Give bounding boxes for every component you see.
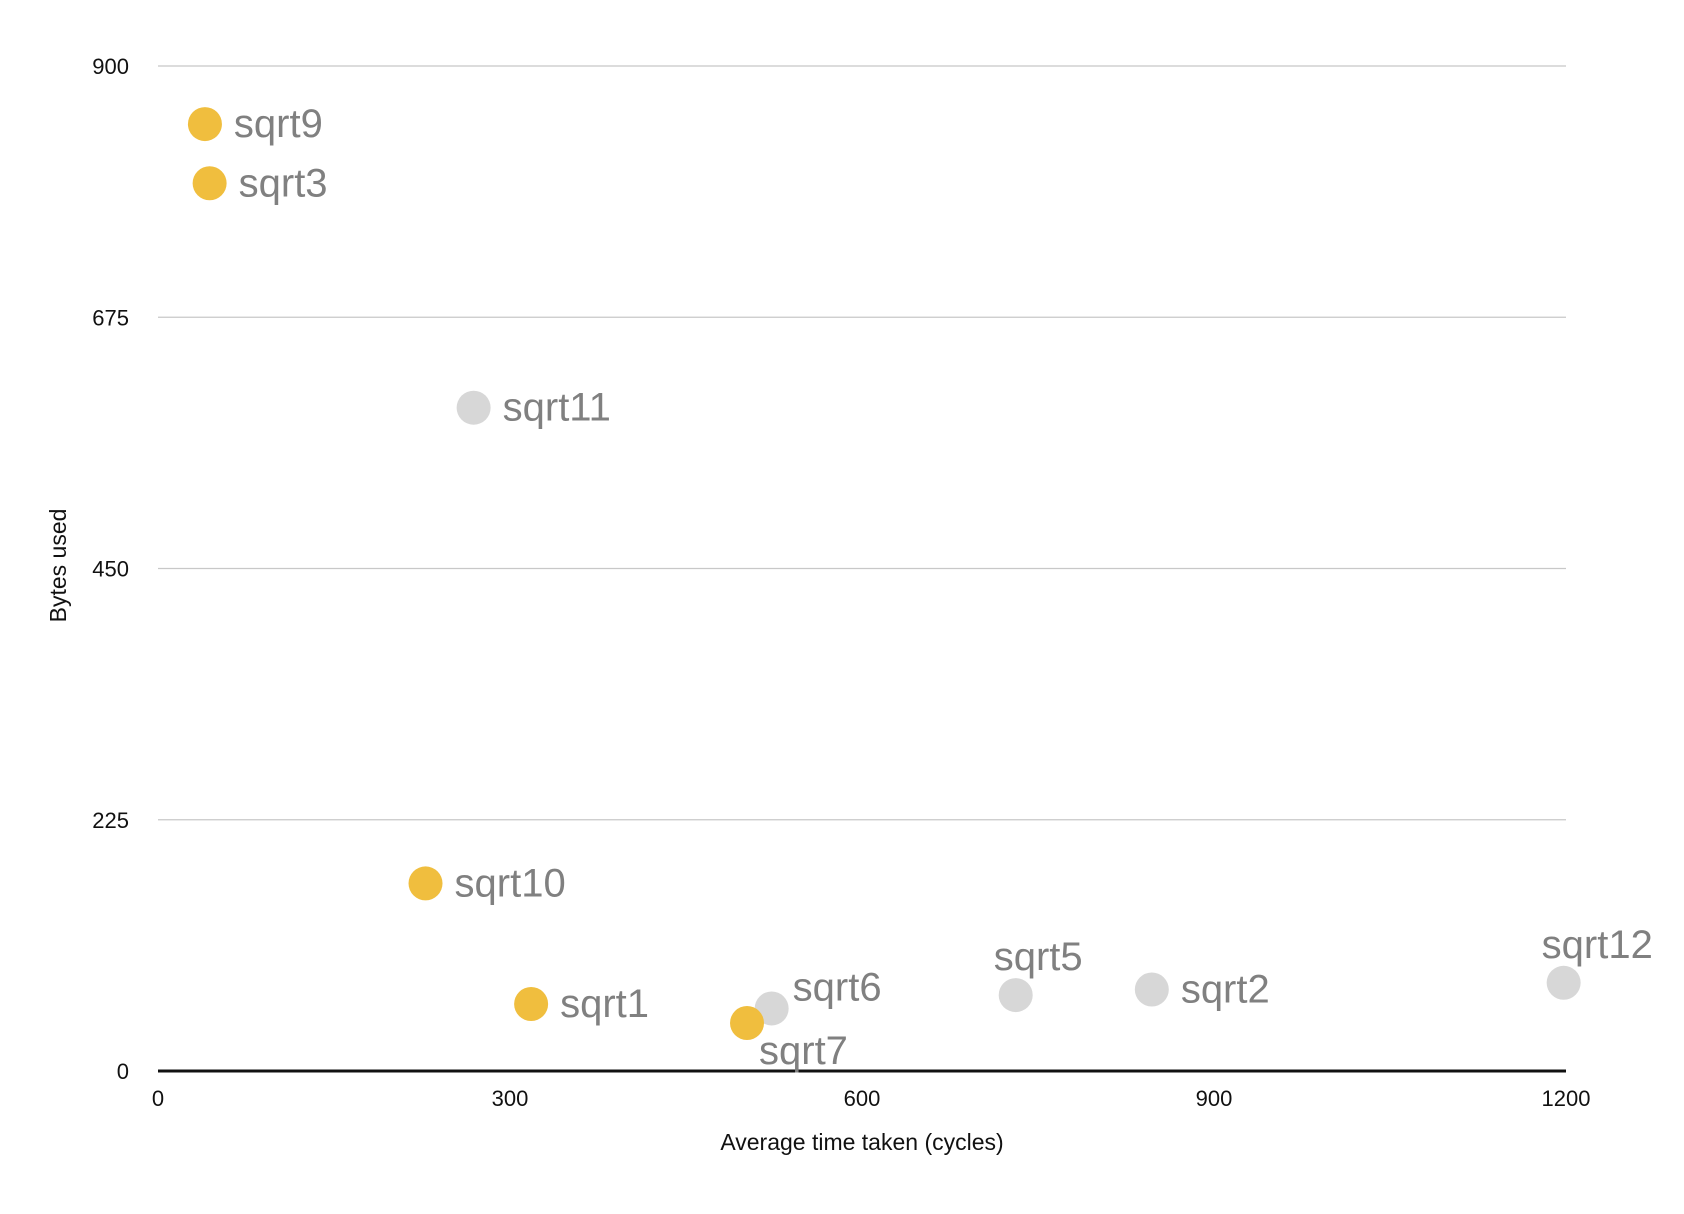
point-label-sqrt5: sqrt5 (994, 935, 1083, 979)
x-tick-label: 1200 (1542, 1086, 1591, 1111)
x-tick-label: 600 (844, 1086, 881, 1111)
point-label-sqrt7: sqrt7 (759, 1029, 848, 1073)
point-label-sqrt11: sqrt11 (503, 386, 611, 430)
data-point-sqrt9 (187, 107, 222, 142)
data-point-sqrt5 (998, 978, 1033, 1013)
point-label-sqrt3: sqrt3 (239, 161, 328, 205)
point-label-sqrt2: sqrt2 (1181, 967, 1270, 1011)
x-tick-label: 0 (152, 1086, 164, 1111)
point-label-sqrt12: sqrt12 (1542, 923, 1653, 967)
data-point-sqrt10 (408, 866, 443, 901)
axes: 0 225 450 675 900 0 300 600 900 1200 (92, 54, 1590, 1111)
y-tick-label: 225 (92, 808, 129, 833)
data-points (187, 107, 1581, 1040)
data-point-sqrt11 (456, 390, 491, 425)
point-label-sqrt1: sqrt1 (560, 982, 649, 1026)
x-tick-label: 900 (1196, 1086, 1233, 1111)
data-point-sqrt6 (754, 991, 789, 1026)
data-point-sqrt7 (730, 1005, 765, 1040)
x-tick-label: 300 (492, 1086, 529, 1111)
data-point-sqrt12 (1546, 965, 1581, 1000)
x-axis-title: Average time taken (cycles) (720, 1129, 1003, 1155)
point-label-sqrt6: sqrt6 (793, 965, 882, 1009)
y-tick-label: 900 (92, 54, 129, 79)
data-point-sqrt2 (1134, 972, 1169, 1007)
gridlines (158, 65, 1566, 821)
point-labels: sqrt9 sqrt3 sqrt11 sqrt10 sqrt1 sqrt6 sqrt7 sqr… (234, 102, 1653, 1073)
y-tick-label: 675 (92, 305, 129, 330)
data-point-sqrt1 (514, 987, 549, 1021)
data-point-sqrt3 (192, 166, 227, 201)
y-tick-label: 0 (117, 1059, 129, 1084)
y-tick-label: 450 (92, 557, 129, 582)
point-label-sqrt10: sqrt10 (455, 861, 566, 905)
y-axis-title: Bytes used (45, 509, 71, 623)
point-label-sqrt9: sqrt9 (234, 102, 323, 146)
